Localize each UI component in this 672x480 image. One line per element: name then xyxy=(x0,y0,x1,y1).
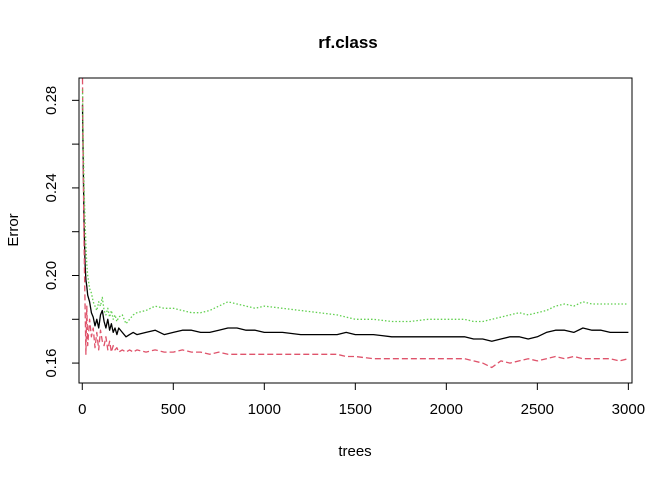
x-tick-label: 500 xyxy=(161,401,186,418)
y-tick-label: 0.16 xyxy=(43,348,60,377)
x-tick-label: 1500 xyxy=(339,401,372,418)
y-axis-label: Error xyxy=(5,213,22,246)
x-axis: 0 500 1000 1500 2000 2500 3000 xyxy=(78,382,645,418)
chart-title: rf.class xyxy=(318,33,378,52)
series-layer xyxy=(81,78,629,369)
y-tick-label: 0.20 xyxy=(43,261,60,290)
x-tick-label: 2000 xyxy=(430,401,463,418)
y-tick-label: 0.28 xyxy=(43,86,60,115)
x-tick-label: 1000 xyxy=(248,401,281,418)
x-tick-label: 2500 xyxy=(521,401,554,418)
series-line-2 xyxy=(81,78,629,369)
y-axis: 0.16 0.20 0.24 0.28 xyxy=(43,86,80,378)
series-line-3 xyxy=(81,89,629,325)
x-tick-label: 0 xyxy=(78,401,86,418)
x-tick-label: 3000 xyxy=(612,401,645,418)
x-axis-label: trees xyxy=(338,443,371,460)
plot-frame xyxy=(78,77,633,384)
series-line-1 xyxy=(81,104,629,342)
y-tick-label: 0.24 xyxy=(43,173,60,202)
